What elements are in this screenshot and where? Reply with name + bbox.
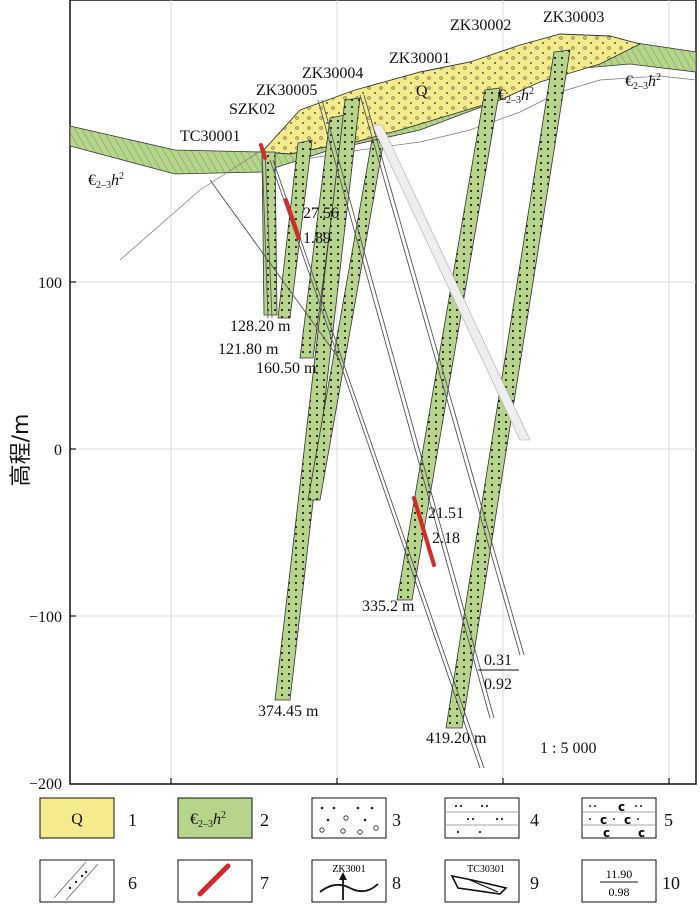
ore-c-grade: 0.31 <box>484 652 512 669</box>
legend-c-1: c <box>618 800 625 814</box>
label-szk02: SZK02 <box>229 101 275 118</box>
legend-grade-bottom: 0.98 <box>609 885 630 899</box>
depth-419: 419.20 m <box>426 730 487 747</box>
unit-label-left: €2–3h2 <box>88 171 124 191</box>
unit-label-right: €2–3h2 <box>625 72 661 92</box>
legend-trench-text: TC30301 <box>467 864 505 875</box>
legend-num-2: 2 <box>260 810 269 830</box>
legend-swatch-q <box>39 797 115 839</box>
ore-b-thickness: 2.18 <box>432 530 460 547</box>
depth-335: 335.2 m <box>362 598 415 615</box>
y-tick-minus-200: −200 <box>29 776 62 793</box>
legend-num-8: 8 <box>392 873 401 893</box>
label-zk30001: ZK30001 <box>389 50 450 67</box>
legend-q-text: Q <box>71 811 83 828</box>
legend-num-10: 10 <box>662 873 680 893</box>
legend-c-5: c <box>638 826 645 840</box>
legend-c-3: c <box>624 813 631 827</box>
label-zk30002: ZK30002 <box>450 17 511 34</box>
legend-formation-text: €2–3h2 <box>190 810 226 830</box>
legend-num-9: 9 <box>530 873 539 893</box>
legend-grade-top: 11.90 <box>606 867 633 881</box>
ore-c-thickness: 0.92 <box>484 676 512 693</box>
fault-zone <box>371 124 531 441</box>
label-zk30003: ZK30003 <box>543 9 604 26</box>
depth-121: 121.80 m <box>218 341 279 358</box>
y-tick-0: 0 <box>54 442 62 459</box>
legend-swatch-trench <box>444 859 520 903</box>
legend-c-4: c <box>603 826 610 840</box>
unit-label-middle: €2–3h2 <box>498 86 534 106</box>
y-axis-title: 高程/m <box>9 414 34 487</box>
legend-swatch-fault <box>39 859 115 903</box>
ore-zones <box>261 49 571 729</box>
legend-num-5: 5 <box>664 810 673 830</box>
unit-label-q: Q <box>416 83 428 100</box>
legend-swatch-grade <box>581 859 657 903</box>
depth-374: 374.45 m <box>258 703 319 720</box>
ore-intersection-upper <box>284 198 301 240</box>
legend-borehole-text: ZK3001 <box>332 864 365 875</box>
legend-swatch-formation <box>177 797 253 839</box>
legend-swatch-siltstone <box>444 797 520 839</box>
legend-swatch-conglomerate <box>311 797 387 839</box>
legend-num-6: 6 <box>128 873 137 893</box>
legend-swatch-borehole <box>311 859 387 903</box>
ore-b-grade: 21.51 <box>428 505 464 522</box>
legend-num-3: 3 <box>392 810 401 830</box>
ore-intersection-lower <box>412 496 436 567</box>
legend-c-2: c <box>600 813 607 827</box>
scale-label: 1 : 5 000 <box>540 740 596 757</box>
legend-swatch-carbonaceous <box>581 797 657 839</box>
legend-num-1: 1 <box>128 810 137 830</box>
borehole-traces <box>209 94 525 769</box>
legend-num-7: 7 <box>260 873 269 893</box>
y-tick-minus-100: −100 <box>29 609 62 626</box>
label-zk30005: ZK30005 <box>256 82 317 99</box>
y-tick-100: 100 <box>38 275 62 292</box>
legend: Q 1 €2–3h2 2 3 4 <box>39 797 680 903</box>
depth-128: 128.20 m <box>230 318 291 335</box>
ore-intersections <box>259 143 436 567</box>
depth-160: 160.50 m <box>256 360 317 377</box>
label-zk30004: ZK30004 <box>302 65 363 82</box>
legend-num-4: 4 <box>530 810 539 830</box>
label-tc30001: TC30001 <box>180 128 240 145</box>
ore-a-thickness: 1.89 <box>303 230 331 247</box>
ore-a-grade: 27.56 <box>303 205 339 222</box>
ore-intersection-trench <box>259 143 267 160</box>
